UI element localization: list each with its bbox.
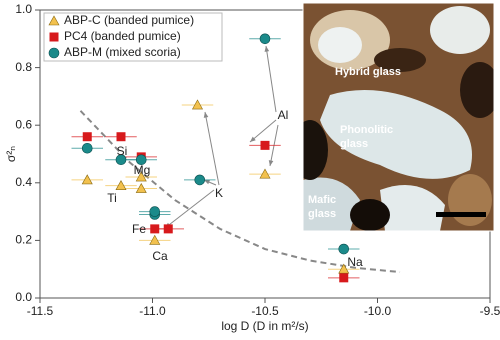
y-axis-label: σ²ₙ: [4, 146, 18, 162]
element-label: Si: [117, 144, 128, 158]
circle-marker: [48, 47, 60, 59]
x-axis-label: log D (D in m²/s): [221, 319, 308, 333]
square-marker: [339, 273, 349, 283]
inset-photo: [303, 3, 494, 231]
square-marker: [49, 32, 59, 42]
inset-frame: [302, 2, 495, 232]
legend-label: ABP-M (mixed scoria): [64, 45, 181, 59]
element-label: K: [215, 186, 223, 200]
y-tick-label: 0.8: [15, 60, 32, 74]
element-label: Na: [347, 255, 363, 269]
element-label: Fe: [132, 222, 146, 236]
fit-curve: [79, 110, 401, 274]
y-tick-label: 0.0: [15, 290, 32, 304]
triangle-marker: [48, 15, 60, 26]
triangle-marker: [191, 99, 204, 110]
element-label: Al: [278, 108, 289, 122]
triangle-marker: [149, 234, 161, 245]
inset-label: Hybrid glass: [335, 66, 401, 78]
arrow-line: [204, 111, 220, 186]
element-label: Mg: [134, 163, 151, 177]
element-label: Ti: [107, 191, 117, 205]
y-tick-label: 0.4: [15, 175, 32, 189]
x-tick-label: -11.5: [27, 304, 54, 318]
triangle-marker: [135, 171, 147, 182]
triangle-marker: [135, 182, 147, 193]
arrow-head: [268, 160, 274, 166]
triangle-marker: [81, 174, 93, 185]
inset-label: glass: [308, 208, 336, 220]
arrow-line: [249, 119, 277, 143]
square-marker: [150, 224, 160, 234]
x-tick-label: -10.5: [251, 304, 279, 318]
inset-label: Phonolitic: [340, 124, 393, 136]
y-tick-label: 0.6: [15, 117, 32, 131]
square-marker: [163, 224, 173, 234]
circle-marker: [338, 243, 350, 255]
legend-label: ABP-C (banded pumice): [64, 13, 194, 27]
arrow-line: [265, 45, 277, 113]
arrow-head: [203, 112, 209, 118]
x-tick-label: -10.0: [364, 304, 392, 318]
circle-marker: [81, 142, 93, 154]
circle-marker: [194, 174, 206, 186]
legend-label: PC4 (banded pumice): [64, 29, 181, 43]
triangle-marker: [259, 168, 271, 179]
square-marker: [260, 140, 270, 150]
circle-marker: [149, 206, 161, 217]
y-tick-label: 0.2: [15, 233, 32, 247]
inset-label: Mafic: [308, 194, 336, 206]
arrow-head: [250, 136, 256, 142]
triangle-marker: [115, 180, 127, 190]
x-tick-label: -11.0: [139, 304, 166, 318]
square-marker: [82, 132, 92, 142]
circle-marker: [259, 33, 271, 45]
arrow-line: [164, 189, 215, 229]
x-tick-label: -9.5: [480, 304, 500, 318]
circle-marker: [135, 154, 147, 166]
arrow-head: [264, 46, 270, 52]
arrow-head: [204, 179, 210, 185]
triangle-marker: [338, 263, 350, 274]
inset-label: glass: [340, 138, 368, 150]
legend-box: [43, 12, 223, 62]
element-label: Ca: [152, 249, 168, 263]
square-marker: [116, 132, 126, 142]
y-tick-label: 1.0: [15, 2, 32, 16]
circle-marker: [115, 154, 127, 166]
